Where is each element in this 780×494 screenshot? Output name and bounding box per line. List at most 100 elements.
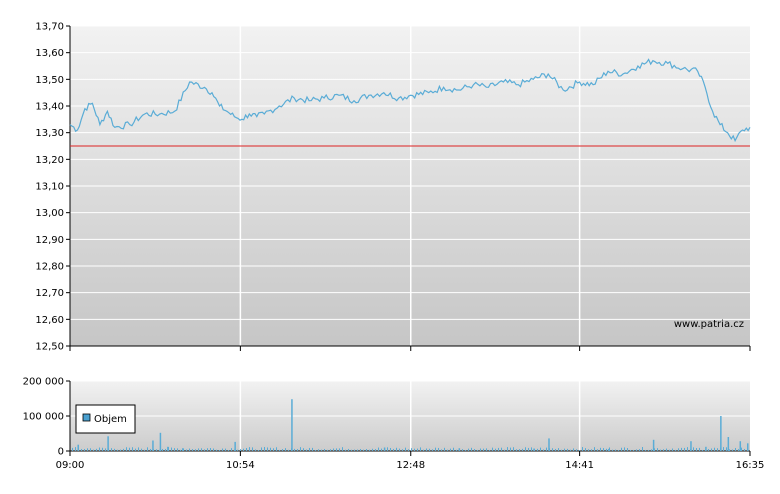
volume-bar-minor [726, 447, 727, 451]
volume-bar [383, 447, 386, 451]
volume-bar-minor [462, 449, 463, 451]
volume-bar-minor [447, 449, 448, 451]
volume-bar-minor [267, 447, 268, 451]
price-y-tick-label: 12,90 [35, 235, 64, 246]
volume-bar-minor [81, 448, 82, 451]
price-chart: 12,50 12,60 12,70 12,80 12,90 13,00 13,10 13,20… [35, 22, 751, 353]
volume-bar [747, 443, 749, 451]
volume-bar-minor [687, 447, 688, 451]
volume-bar-minor [669, 449, 670, 451]
volume-bar-minor [333, 448, 334, 451]
volume-bar-minor [600, 447, 601, 451]
volume-bar-minor [309, 447, 310, 451]
volume-legend: Objem [75, 404, 136, 434]
volume-bar-minor [645, 449, 646, 451]
volume-bar-minor [159, 449, 160, 451]
volume-bar-minor [144, 449, 145, 451]
volume-bar-minor [558, 448, 559, 451]
price-y-tick-label: 13,00 [35, 208, 64, 219]
volume-bar-minor [381, 448, 382, 451]
volume-bar-minor [477, 449, 478, 451]
volume-bar-minor [432, 449, 433, 451]
volume-bar-minor [126, 447, 127, 451]
volume-bar-minor [651, 449, 652, 451]
volume-bar-minor [321, 449, 322, 451]
volume-bar-minor [555, 448, 556, 451]
volume-chart: 0 100 000 200 000 09:00 10:54 12:48 14:41 16:35… [23, 377, 765, 472]
volume-bar-minor [252, 447, 253, 451]
volume-bar-minor [423, 449, 424, 451]
volume-bar-minor [474, 449, 475, 451]
volume-bar-minor [552, 448, 553, 451]
volume-bar-minor [606, 448, 607, 451]
volume-bar-minor [390, 447, 391, 451]
volume-bar [720, 416, 722, 451]
volume-bar-minor [399, 448, 400, 451]
volume-bar-minor [216, 449, 217, 451]
volume-bar-minor [192, 449, 193, 451]
legend-label: Objem [94, 414, 127, 425]
volume-bar-minor [288, 449, 289, 451]
volume-bar-minor [693, 447, 694, 451]
volume-bar-minor [681, 447, 682, 451]
price-y-tick-label: 12,70 [35, 288, 64, 299]
volume-bar-minor [135, 448, 136, 451]
volume-bar-minor [438, 447, 439, 451]
volume-bar-minor [639, 449, 640, 451]
volume-bar-minor [345, 449, 346, 451]
volume-bar-minor [375, 449, 376, 451]
volume-bar-minor [315, 449, 316, 451]
volume-bar-minor [324, 449, 325, 451]
volume-bar-minor [636, 449, 637, 451]
legend-swatch [82, 413, 91, 422]
volume-y-tick-label: 200 000 [23, 377, 64, 388]
volume-bar-minor [150, 448, 151, 451]
volume-bar-minor [123, 448, 124, 451]
volume-bar-minor [741, 447, 742, 451]
volume-bar-minor [303, 448, 304, 451]
volume-bar-minor [585, 448, 586, 451]
volume-bar-minor [465, 449, 466, 451]
volume-bar-minor [633, 449, 634, 451]
price-y-tick-label: 13,60 [35, 48, 64, 59]
volume-bar-minor [738, 449, 739, 451]
volume-bar-minor [498, 447, 499, 451]
volume-bar-minor [519, 449, 520, 451]
volume-bar-minor [276, 447, 277, 451]
volume-bar-minor [531, 447, 532, 451]
volume-bar-minor [327, 449, 328, 451]
volume-bar-minor [480, 448, 481, 451]
price-y-tick-label: 13,50 [35, 75, 64, 86]
volume-bar-minor [72, 447, 73, 451]
volume-bar-minor [471, 447, 472, 451]
volume-bar-minor [744, 448, 745, 451]
volume-bar-minor [249, 447, 250, 451]
volume-bar-minor [402, 449, 403, 451]
volume-bar-minor [501, 447, 502, 451]
volume-bar-minor [648, 449, 649, 451]
volume-bar [152, 440, 154, 451]
volume-bar-minor [243, 448, 244, 451]
volume-bar-minor [516, 449, 517, 451]
volume-bar-minor [270, 447, 271, 451]
volume-bar [608, 448, 610, 451]
volume-bar-minor [297, 449, 298, 451]
volume-bar-minor [210, 448, 211, 451]
price-y-tick-label: 12,50 [35, 342, 64, 353]
volume-bar-minor [201, 448, 202, 451]
volume-bar-minor [591, 449, 592, 451]
volume-bar-minor [582, 447, 583, 451]
volume-bar-minor [507, 447, 508, 451]
volume-bar-minor [711, 448, 712, 451]
volume-bar-minor [318, 449, 319, 451]
volume-bar-minor [261, 447, 262, 451]
volume-bar-minor [354, 449, 355, 451]
volume-bar-minor [408, 449, 409, 451]
price-y-tick-label: 12,60 [35, 315, 64, 326]
volume-bar-minor [378, 447, 379, 451]
volume-bar-minor [492, 447, 493, 451]
volume-bar-minor [171, 447, 172, 451]
volume-bar-minor [678, 448, 679, 451]
volume-bar-minor [336, 448, 337, 451]
price-y-tick-label: 13,10 [35, 182, 64, 193]
